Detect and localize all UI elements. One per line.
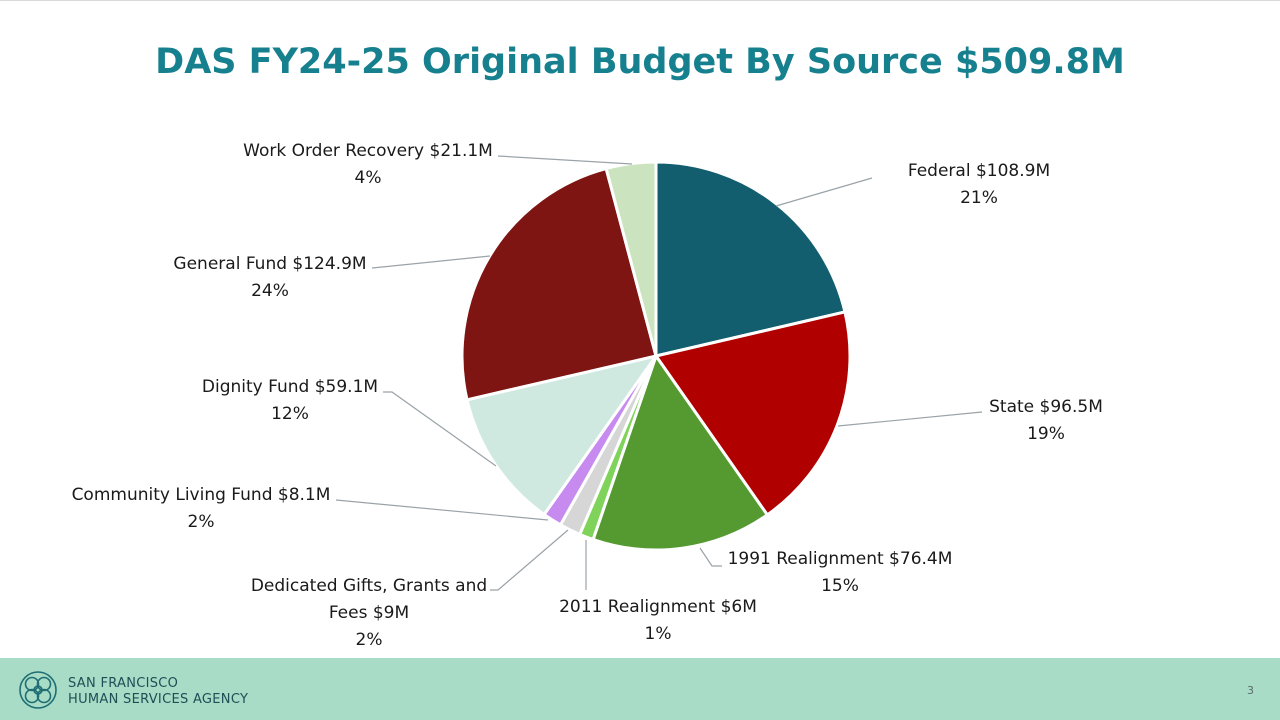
leader-line	[383, 391, 497, 467]
pie-slice-state	[654, 310, 852, 517]
slice-label: 19%	[1027, 424, 1065, 444]
slice-label: State $96.5M	[989, 397, 1103, 417]
agency-name-line2: HUMAN SERVICES AGENCY	[68, 692, 249, 707]
pie-chart: Federal $108.9M 21% State $96.5M 19% 1991 Re…	[72, 141, 1103, 650]
slice-label: General Fund $124.9M	[173, 254, 366, 274]
top-rule	[0, 0, 1280, 1]
slice-label: 2%	[188, 512, 215, 532]
agency-name-line1: SAN FRANCISCO	[68, 676, 179, 691]
pie-slice-dignity-fund	[465, 354, 658, 516]
leader-line	[837, 411, 983, 427]
slice-labels: Federal $108.9M 21% State $96.5M 19% 1991 Re…	[72, 141, 1103, 650]
page-number: 3	[1247, 684, 1254, 697]
slice-label: 15%	[821, 576, 859, 596]
footer-bar: SAN FRANCISCO HUMAN SERVICES AGENCY 3	[0, 658, 1280, 720]
leader-line	[699, 547, 722, 567]
leader-line	[775, 177, 873, 207]
slice-label: 12%	[271, 404, 309, 424]
pie-slice-1991-realignment	[591, 354, 769, 552]
slice-label: Work Order Recovery $21.1M	[243, 141, 493, 161]
slice-label: 1991 Realignment $76.4M	[728, 549, 953, 569]
slice-label: 1%	[645, 624, 672, 644]
slice-label: Federal $108.9M	[908, 161, 1050, 181]
agency-logo-icon	[19, 671, 57, 709]
slice-label: 21%	[960, 188, 998, 208]
pie-slices	[460, 160, 852, 552]
slice-label: 2%	[356, 630, 383, 650]
slice-label: 4%	[355, 168, 382, 188]
agency-name: SAN FRANCISCO HUMAN SERVICES AGENCY	[68, 676, 248, 708]
slice-label: Dignity Fund $59.1M	[202, 377, 378, 397]
leader-line	[497, 155, 633, 165]
leader-line	[371, 255, 491, 269]
slice-label: Community Living Fund $8.1M	[72, 485, 331, 505]
leader-line	[490, 529, 569, 591]
slice-label: Fees $9M	[329, 603, 409, 623]
leader-lines	[335, 155, 983, 591]
pie-slice-federal	[654, 160, 847, 358]
slice-label: Dedicated Gifts, Grants and	[251, 576, 487, 596]
slice-label: 2011 Realignment $6M	[559, 597, 757, 617]
slice-label: 24%	[251, 281, 289, 301]
slide-title: DAS FY24-25 Original Budget By Source $5…	[155, 42, 1125, 82]
leader-line	[335, 499, 549, 521]
